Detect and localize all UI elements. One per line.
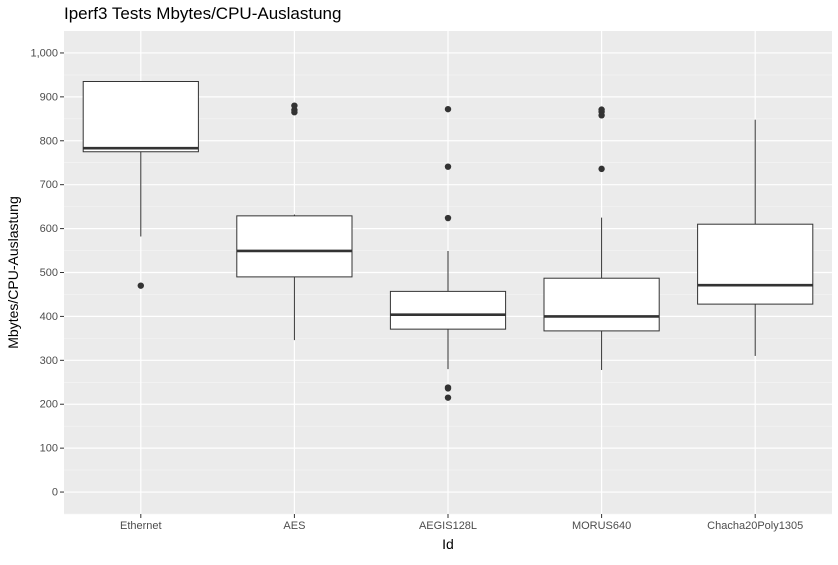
- outlier-point: [444, 163, 452, 170]
- y-tick-label: 0: [52, 487, 58, 499]
- y-tick-label: 600: [40, 223, 58, 235]
- y-tick-label: 900: [40, 91, 58, 103]
- outlier-point: [291, 106, 298, 114]
- outlier-point: [444, 394, 452, 401]
- y-tick-label: 200: [40, 399, 58, 411]
- outlier-point: [598, 165, 605, 173]
- x-tick-label: Chacha20Poly1305: [707, 520, 803, 532]
- y-tick-label: 1,000: [30, 47, 58, 59]
- chart-title: Iperf3 Tests Mbytes/CPU-Auslastung: [64, 4, 342, 23]
- outlier-point: [444, 214, 452, 222]
- y-axis-title: Mbytes/CPU-Auslastung: [5, 196, 21, 349]
- y-tick-label: 300: [40, 355, 58, 367]
- y-tick-label: 100: [40, 443, 58, 455]
- y-tick-label: 700: [40, 179, 58, 191]
- outlier-point: [137, 282, 144, 289]
- outlier-point: [291, 102, 298, 109]
- x-tick-label: AES: [283, 520, 305, 532]
- x-tick-label: MORUS640: [572, 520, 631, 532]
- x-tick-label: AEGIS128L: [419, 520, 477, 532]
- outlier-point: [444, 384, 452, 391]
- x-tick-label: Ethernet: [120, 520, 162, 532]
- x-axis-title: Id: [442, 536, 454, 552]
- y-tick-label: 400: [40, 311, 58, 323]
- box-Chacha20Poly1305: [697, 223, 814, 305]
- y-tick-label: 500: [40, 267, 58, 279]
- y-tick-label: 800: [40, 135, 58, 147]
- outlier-point: [444, 105, 452, 113]
- box-AEGIS128L: [389, 290, 507, 330]
- box-MORUS640: [543, 277, 660, 332]
- box-Ethernet: [82, 80, 199, 153]
- outlier-point: [598, 106, 605, 113]
- box-AES: [236, 215, 353, 278]
